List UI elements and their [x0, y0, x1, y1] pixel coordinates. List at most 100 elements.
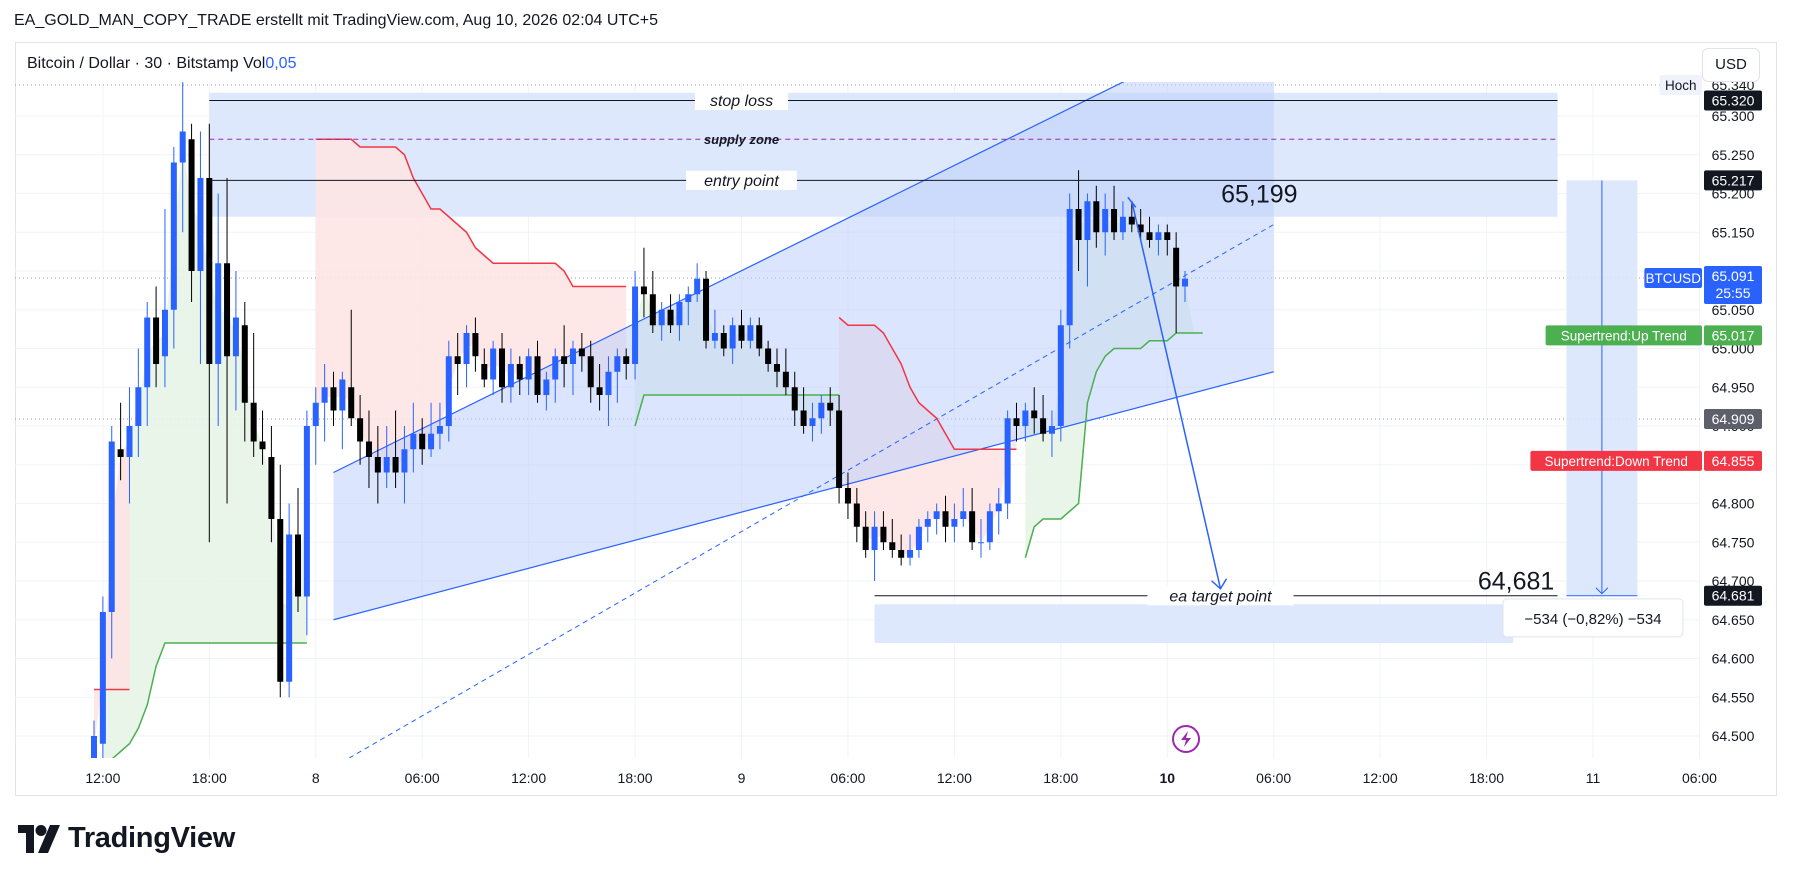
candle-body — [303, 426, 310, 597]
candle-body — [1155, 232, 1162, 240]
time-tick-label: 8 — [312, 770, 320, 786]
symbol-legend[interactable]: Bitcoin / Dollar · 30 · Bitstamp Vol0,05 — [27, 55, 296, 73]
candle-body — [1164, 232, 1171, 240]
candle-body — [534, 356, 541, 395]
chart-caption: EA_GOLD_MAN_COPY_TRADE erstellt mit Trad… — [14, 12, 658, 29]
supertrend-down-line — [838, 316, 1017, 450]
candle-body — [401, 449, 408, 473]
candle-body — [126, 426, 133, 457]
candle-body — [1146, 232, 1153, 240]
candle-body — [995, 503, 1002, 512]
price-tick-label: 64.650 — [1712, 612, 1755, 628]
regression-channel-fill — [333, 82, 1274, 620]
price-tag-label: Hoch — [1665, 78, 1697, 93]
candle-body — [1137, 224, 1144, 233]
channel-median-line — [348, 224, 1274, 758]
high-value-annotation: 65,199 — [1221, 180, 1297, 208]
candle-body — [1040, 418, 1047, 434]
time-tick-label: 10 — [1159, 770, 1175, 786]
time-tick-label: 06:00 — [1682, 770, 1717, 786]
candle-body — [632, 286, 639, 364]
candle-body — [711, 333, 718, 341]
symbol-name: Bitcoin / Dollar · 30 · Bitstamp — [27, 55, 239, 72]
candle-body — [1119, 216, 1126, 233]
level-label-ea-target-point: ea target point — [1169, 588, 1272, 605]
candle-body — [587, 356, 594, 388]
candle-body — [685, 294, 692, 302]
candle-body — [1031, 410, 1038, 419]
candle-body — [277, 519, 284, 682]
candle-body — [419, 433, 426, 450]
price-tag-box — [1530, 450, 1702, 471]
candle-body — [915, 526, 922, 550]
candle-body — [596, 387, 603, 395]
candle-body — [1128, 216, 1135, 225]
price-label: 65.217 — [1712, 172, 1755, 188]
measure-label: −534 (−0,82%) −534 — [1524, 611, 1661, 628]
price-tick-label: 64.700 — [1712, 573, 1755, 589]
supertrend-up-line — [1024, 332, 1203, 558]
candle-body — [1057, 325, 1064, 426]
candle-body — [268, 457, 275, 519]
plot-area: stop loss supply zone entry point ea target… — [15, 82, 1700, 758]
candle-body — [463, 333, 470, 364]
candle-body — [969, 511, 976, 543]
level-label-bg — [686, 170, 797, 190]
candle-body — [871, 526, 878, 550]
lightning-icon — [1181, 731, 1192, 747]
currency-button[interactable]: USD — [1702, 48, 1760, 82]
time-tick-label: 12:00 — [1363, 770, 1398, 786]
candle-body — [853, 503, 860, 527]
measure-label-box — [1502, 598, 1684, 638]
time-tick-label: 12:00 — [85, 770, 120, 786]
candle-body — [481, 364, 488, 380]
candle-body — [445, 356, 452, 426]
candle-body — [286, 534, 293, 682]
candle-body — [153, 317, 160, 364]
time-tick-label: 06:00 — [405, 770, 440, 786]
candle-body — [623, 356, 630, 364]
candle-body — [1182, 278, 1189, 287]
candle-body — [836, 410, 843, 488]
supertrend-down-line — [315, 138, 627, 288]
price-tick-label: 64.500 — [1712, 728, 1755, 744]
target-zone-rect — [874, 604, 1514, 643]
candle-body — [135, 387, 142, 426]
candle-body — [179, 131, 186, 163]
candle-body — [942, 511, 949, 527]
candle-body — [960, 511, 967, 519]
volume-value: 0,05 — [265, 55, 297, 72]
candle-body — [880, 526, 887, 543]
candle-body — [161, 309, 168, 357]
candle-body — [472, 333, 479, 357]
candle-body — [844, 488, 851, 504]
candle-body — [454, 356, 461, 364]
candle-body — [241, 325, 248, 403]
candle-body — [1022, 410, 1029, 426]
target-value-annotation: 64,681 — [1478, 568, 1554, 596]
candle-body — [986, 511, 993, 543]
candle-body — [250, 402, 257, 442]
time-tick-label: 06:00 — [830, 770, 865, 786]
supertrend-up-fill — [102, 147, 307, 758]
price-tick-label: 64.550 — [1712, 689, 1755, 705]
time-axis: 12:00 18:00 8 06:00 12:00 18:00 9 06:00 12:00 18:… — [85, 770, 1717, 786]
tradingview-logo-icon — [18, 824, 60, 853]
price-label: 64.855 — [1712, 453, 1755, 469]
tradingview-logo: TradingView — [18, 822, 235, 855]
candle-body — [188, 139, 195, 271]
candle-body — [818, 402, 825, 419]
price-tag-label: Supertrend:Up Trend — [1561, 328, 1687, 343]
candle-body — [1075, 209, 1082, 240]
price-label-box — [1704, 409, 1762, 430]
time-tick-label: 11 — [1586, 770, 1601, 786]
supertrend-down-fill — [315, 139, 627, 465]
candle-body — [676, 302, 683, 326]
candle-body — [224, 263, 231, 357]
price-tick-label: 65.150 — [1712, 224, 1755, 240]
candle-body — [525, 356, 532, 380]
candle-body — [339, 379, 346, 411]
price-axis: 65.30065.25065.20065.15065.10065.05065.0… — [1530, 75, 1762, 744]
candle-body — [507, 364, 514, 388]
